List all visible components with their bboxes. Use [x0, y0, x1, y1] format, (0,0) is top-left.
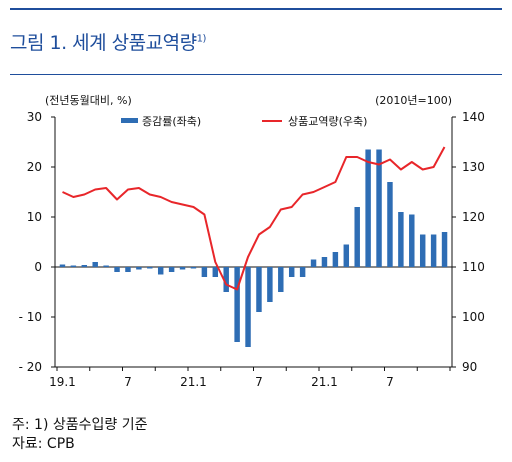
growth-bar [223, 267, 229, 292]
figure-title-footnote-mark: 1) [196, 33, 207, 45]
right-tick-label: 110 [462, 260, 485, 274]
growth-bar [190, 267, 197, 269]
growth-bar [92, 262, 98, 267]
growth-bar [212, 267, 219, 277]
growth-bar [299, 267, 306, 277]
right-tick-label: 140 [462, 110, 485, 124]
right-tick-label: 90 [462, 360, 477, 374]
growth-bar [321, 257, 328, 267]
growth-bar [441, 232, 448, 267]
legend-bar-label: 증감률(좌축) [142, 115, 201, 128]
figure-title-text: 그림 1. 세계 상품교역량 [10, 32, 197, 54]
x-tick-label: 21.1 [180, 375, 207, 389]
left-tick-label: 0 [34, 260, 42, 274]
legend-line-label: 상품교역량(우축) [288, 115, 367, 128]
top-rule [10, 8, 502, 10]
growth-bar [70, 265, 77, 267]
growth-bar [376, 149, 382, 267]
growth-bar [147, 267, 153, 269]
trade-volume-chart: (전년동월대비, %) (2010년=100) 증감률(좌축) 상품교역량(우축) 30… [19, 94, 485, 389]
right-tick-label: 100 [462, 310, 485, 324]
legend-bar-swatch [121, 118, 138, 123]
growth-bar [365, 149, 371, 267]
x-tick-label: 7 [124, 375, 132, 389]
trade-volume-line [62, 146, 446, 291]
growth-bar [409, 214, 415, 267]
left-tick-label: - 10 [19, 310, 42, 324]
growth-bar [430, 234, 437, 267]
growth-bar [125, 267, 131, 272]
growth-bar [81, 265, 88, 267]
growth-bar [256, 267, 262, 312]
left-tick-label: 20 [27, 160, 42, 174]
title-rule [10, 74, 502, 75]
footnote: 주: 1) 상품수입량 기준 [12, 417, 148, 433]
growth-bar [103, 265, 109, 267]
growth-bar [267, 267, 273, 302]
growth-bar [245, 267, 251, 347]
x-tick-label: 21.1 [311, 375, 338, 389]
growth-bar [419, 234, 426, 267]
growth-bar [114, 267, 120, 272]
growth-bar [332, 252, 339, 267]
growth-bar [387, 182, 393, 267]
figure-title: 그림 1. 세계 상품교역량1) [10, 28, 206, 55]
growth-bar [168, 267, 175, 272]
growth-bar [278, 267, 284, 292]
growth-bar [201, 267, 208, 277]
growth-bar [310, 259, 317, 267]
growth-bar [157, 267, 164, 275]
x-tick-label: 7 [255, 375, 263, 389]
growth-bar [234, 267, 240, 342]
growth-bar [398, 212, 404, 267]
x-tick-label: 7 [386, 375, 394, 389]
growth-bar [136, 267, 142, 270]
left-tick-label: 30 [27, 110, 42, 124]
growth-bar [179, 267, 186, 270]
x-tick-label: 19.1 [49, 375, 76, 389]
right-tick-label: 120 [462, 210, 485, 224]
source-note: 자료: CPB [12, 436, 75, 452]
growth-bar [354, 207, 360, 267]
growth-bar [343, 244, 350, 267]
left-tick-label: 10 [27, 210, 42, 224]
left-tick-label: - 20 [19, 360, 42, 374]
growth-bar [59, 264, 66, 267]
right-axis-unit: (2010년=100) [375, 94, 452, 107]
right-tick-label: 130 [462, 160, 485, 174]
growth-bar [288, 267, 295, 277]
left-axis-unit: (전년동월대비, %) [45, 94, 132, 107]
